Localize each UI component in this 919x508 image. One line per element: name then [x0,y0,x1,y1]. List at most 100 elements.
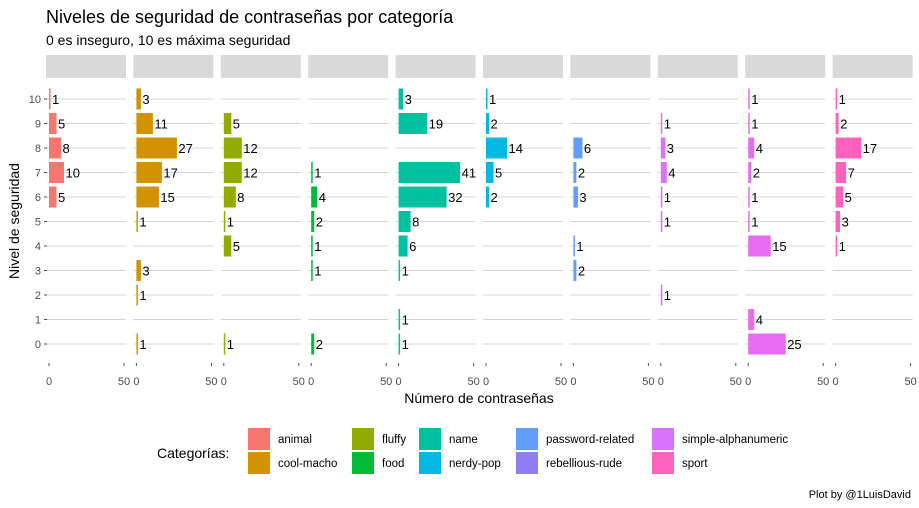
data-label: 5 [233,117,240,132]
y-tick-label: 0 [35,339,41,351]
data-label: 14 [509,141,523,156]
data-label: 1 [839,239,846,254]
facet-food: 2 1 1 2 4 1 [308,55,389,355]
bar [398,260,401,281]
legend-swatch [248,428,270,450]
bar [398,211,411,232]
y-tick-label: 5 [35,217,41,229]
facet-strip [483,55,563,78]
facet-strip [570,55,651,78]
x-axis-title: Número de contraseñas [404,390,553,406]
data-label: 1 [139,337,146,352]
data-label: 7 [848,166,855,181]
legend-label: nerdy-pop [449,458,501,470]
data-label: 1 [751,215,758,230]
data-label: 1 [839,92,846,107]
data-label: 5 [845,190,852,205]
data-label: 4 [668,166,675,181]
legend-item-password-related: password-related [516,428,634,450]
bar [748,137,755,159]
legend-label: fluffy [382,434,406,446]
data-label: 8 [412,215,419,230]
data-label: 2 [491,117,498,132]
y-axis: 0 1 2 3 4 5 6 7 8 9 10 [29,94,47,351]
data-label: 8 [237,190,244,205]
bar [660,186,663,208]
data-label: 2 [316,215,323,230]
x-tick-label: 50 [555,376,567,388]
data-label: 25 [787,337,801,352]
data-label: 1 [402,264,409,279]
x-tick-label: 0 [658,376,664,388]
x-axis: 0 50 0 50 0 50 0 50 0 50 0 50 0 50 0 50 0 50 0 50 [46,363,917,388]
bar [49,88,51,110]
data-label: 11 [154,117,168,132]
legend-label: food [382,458,404,470]
bar [136,113,153,134]
bar [660,162,667,183]
bar [486,186,489,208]
data-label: 17 [863,141,877,156]
data-label: 1 [751,92,758,107]
legend-swatch [352,452,374,474]
y-tick-label: 9 [35,119,41,131]
data-label: 6 [409,239,416,254]
data-label: 3 [842,215,849,230]
data-label: 15 [772,239,786,254]
bar [223,211,226,232]
bar [398,113,428,134]
data-label: 8 [63,141,70,156]
data-label: 15 [160,190,174,205]
data-label: 3 [142,92,149,107]
bar [486,137,507,159]
bar [311,235,313,257]
legend-label: name [449,434,478,446]
bar [660,113,663,134]
y-tick-label: 7 [35,168,41,180]
legend-swatch [352,428,374,450]
data-label: 1 [227,337,234,352]
legend-label: sport [682,458,708,470]
data-label: 1 [139,215,146,230]
bar [573,260,577,281]
bar [311,186,318,208]
chart-title: Niveles de seguridad de contraseñas por … [46,7,454,27]
data-label: 1 [664,215,671,230]
data-label: 3 [405,92,412,107]
y-tick-label: 6 [35,192,41,204]
legend-item-animal: animal [248,428,312,450]
data-label: 1 [314,264,321,279]
bar [223,186,236,208]
data-label: 41 [462,166,476,181]
x-tick-label: 50 [293,376,305,388]
legend-label: rebellious-rude [546,458,622,470]
caption: Plot by @1LuisDavid [809,489,911,501]
legend-swatch [419,428,441,450]
bar [486,113,489,134]
y-tick-label: 8 [35,143,41,155]
bar [748,113,750,134]
data-label: 1 [489,92,496,107]
bar [573,235,575,257]
y-tick-label: 10 [29,94,41,106]
bar [136,260,141,281]
bar [835,186,844,208]
x-tick-label: 50 [205,376,217,388]
bar [136,162,162,183]
bar [835,235,838,257]
data-label: 1 [227,215,234,230]
legend-item-cool-macho: cool-macho [248,452,337,474]
bar [748,235,771,257]
bar [311,260,313,281]
data-label: 5 [495,166,502,181]
bar [49,113,57,134]
facet-strip [46,55,126,78]
x-tick-label: 0 [745,376,751,388]
legend-swatch [516,452,538,474]
legend-swatch [516,428,538,450]
x-tick-label: 0 [833,376,839,388]
bar [835,162,847,183]
